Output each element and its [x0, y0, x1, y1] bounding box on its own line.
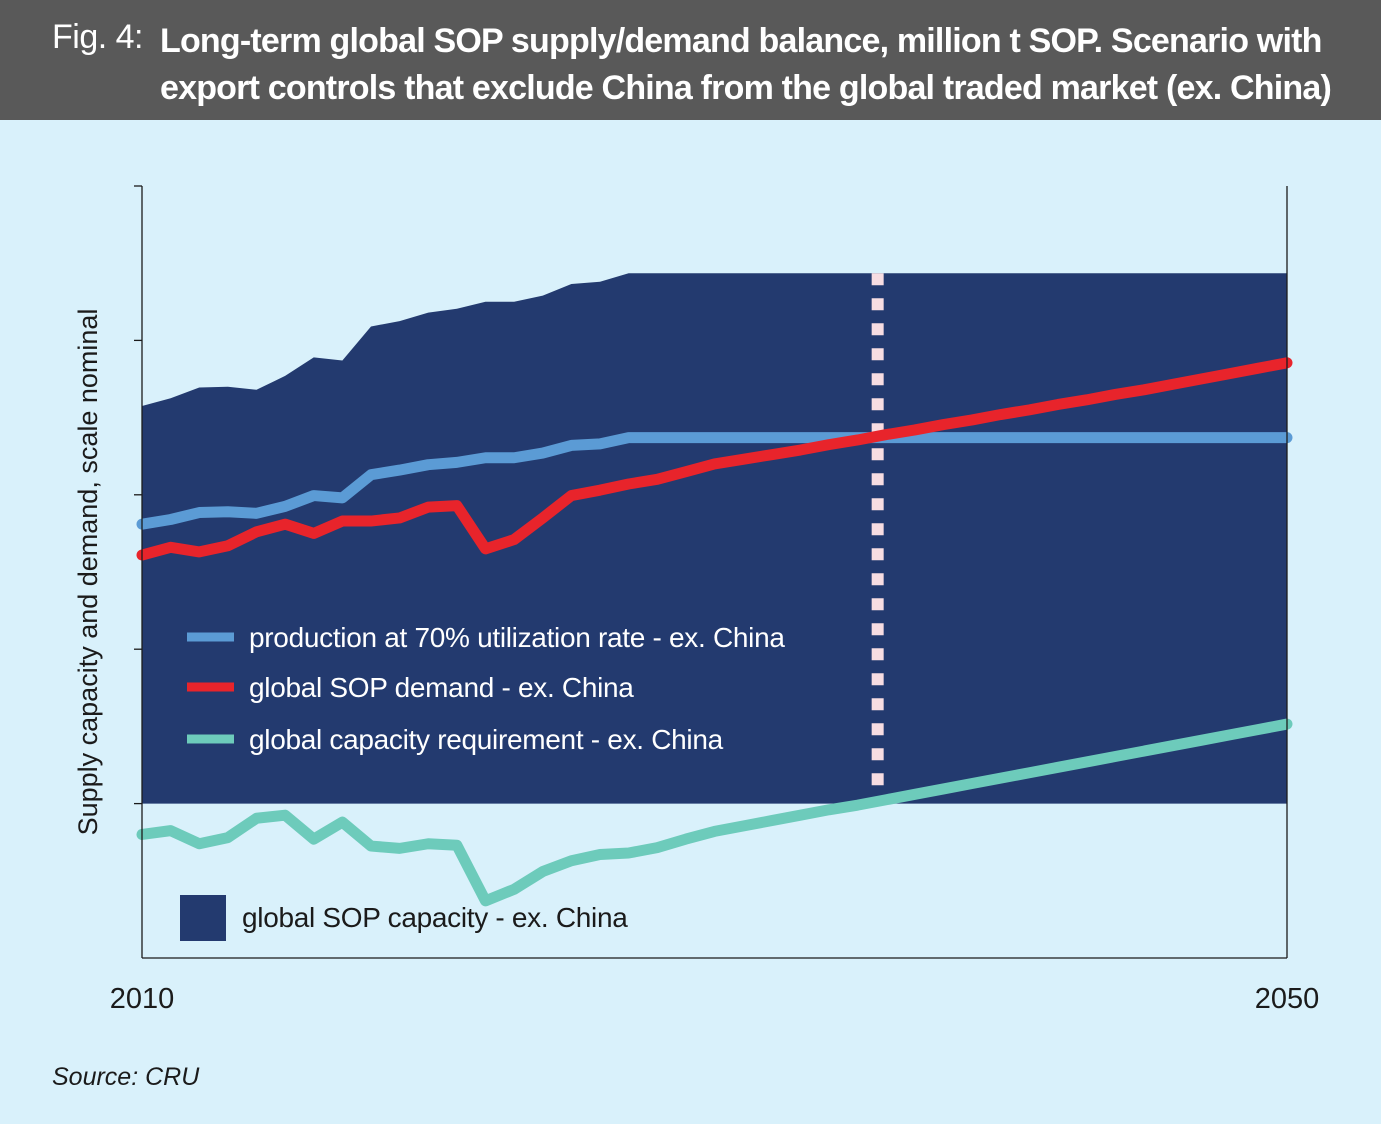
y-axis-label: Supply capacity and demand, scale nomina…: [73, 309, 103, 836]
demand-line: [136, 357, 1293, 561]
figure-label: Fig. 4:: [52, 18, 143, 56]
legend-label: global SOP demand - ex. China: [249, 672, 634, 703]
production-line: [136, 432, 1293, 530]
figure-title: Long-term global SOP supply/demand balan…: [160, 22, 1332, 107]
figure-header: Fig. 4: Long-term global SOP supply/dema…: [0, 0, 1381, 120]
x-tick-label: 2010: [110, 983, 175, 1015]
legend-label: global capacity requirement - ex. China: [249, 724, 724, 755]
legend-label: global SOP capacity - ex. China: [242, 902, 628, 933]
requirement-line: [136, 718, 1293, 907]
capacity-area: [142, 273, 1287, 804]
axes: 2010 2050: [110, 185, 1320, 1015]
source-note: Source: CRU: [52, 1063, 200, 1091]
series-lines-layer: [136, 357, 1293, 907]
legend-label: production at 70% utilization rate - ex.…: [249, 622, 785, 653]
capacity-area-layer: [142, 273, 1287, 804]
chart: 2010 2050 production at 70% utilization r…: [73, 185, 1320, 1015]
legend-swatch: [180, 895, 226, 941]
x-tick-label: 2050: [1255, 983, 1320, 1015]
legend: production at 70% utilization rate - ex.…: [180, 622, 786, 941]
